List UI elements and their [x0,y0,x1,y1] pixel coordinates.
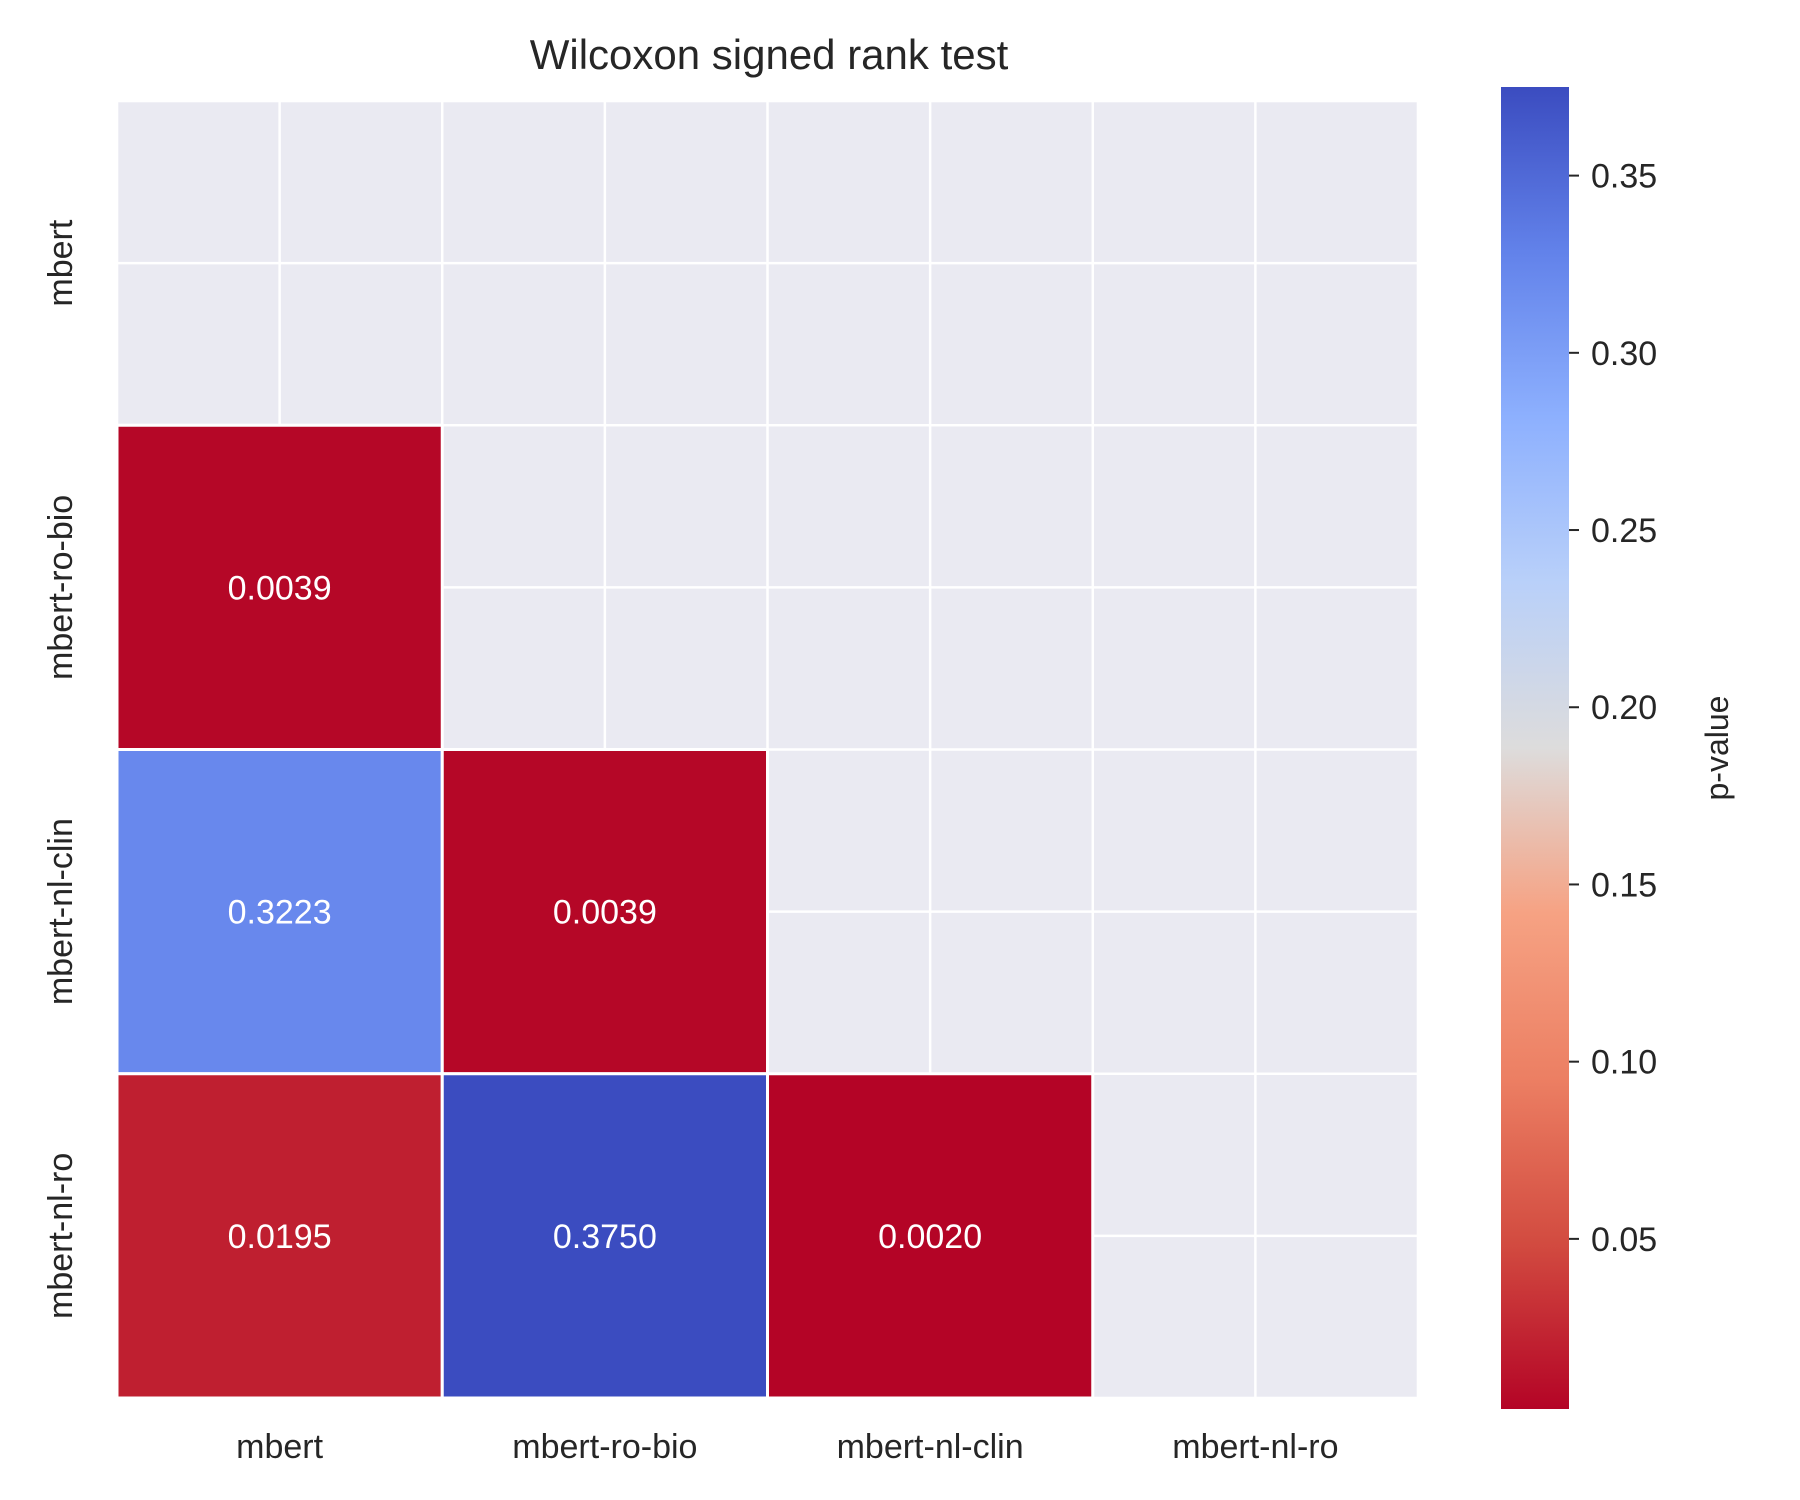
cell-value-label: 0.0039 [228,569,332,607]
colorbar-label: p-value [1699,696,1735,801]
heatmap-cell [440,748,769,1076]
colorbar: 0.05 0.10 0.15 0.20 0.25 0.30 0.35 p-value [1501,87,1735,1409]
cell-value-label: 0.3750 [553,1218,657,1256]
colorbar-tick-label: 0.25 [1591,512,1657,550]
colorbar-tick-label: 0.05 [1591,1221,1657,1259]
chart-title: Wilcoxon signed rank test [530,31,1009,78]
colorbar-tick-label: 0.20 [1591,689,1657,727]
heatmap-cell [115,423,444,751]
heatmap-cell [440,1072,769,1400]
cell-value-label: 0.0020 [878,1218,982,1256]
heatmap-cells: 0.0039 0.3223 0.0039 0.0195 0.3750 0.0020 [115,423,1095,1400]
colorbar-tick-label: 0.10 [1591,1044,1657,1082]
x-tick-label: mbert-nl-clin [837,1428,1024,1466]
colorbar-tick-label: 0.30 [1591,335,1657,373]
colorbar-tick-label: 0.15 [1591,866,1657,904]
y-tick-label: mbert-nl-ro [42,1153,80,1319]
x-tick-label: mbert-nl-ro [1172,1428,1338,1466]
x-tick-label: mbert-ro-bio [512,1428,697,1466]
y-tick-label: mbert-nl-clin [42,818,80,1005]
cell-value-label: 0.0195 [228,1218,332,1256]
heatmap-cell [115,1072,444,1400]
y-tick-label: mbert-ro-bio [42,495,80,680]
heatmap-cell [766,1072,1095,1400]
x-tick-label: mbert [236,1428,323,1466]
y-axis: mbert mbert-ro-bio mbert-nl-clin mbert-nl-r… [42,219,80,1319]
cell-value-label: 0.0039 [553,894,657,932]
colorbar-tick-label: 0.35 [1591,158,1657,196]
cell-value-label: 0.3223 [228,894,332,932]
x-axis: mbert mbert-ro-bio mbert-nl-clin mbert-nl-r… [236,1428,1338,1466]
y-tick-label: mbert [42,219,80,306]
heatmap-cell [115,748,444,1076]
colorbar-gradient [1501,87,1569,1409]
